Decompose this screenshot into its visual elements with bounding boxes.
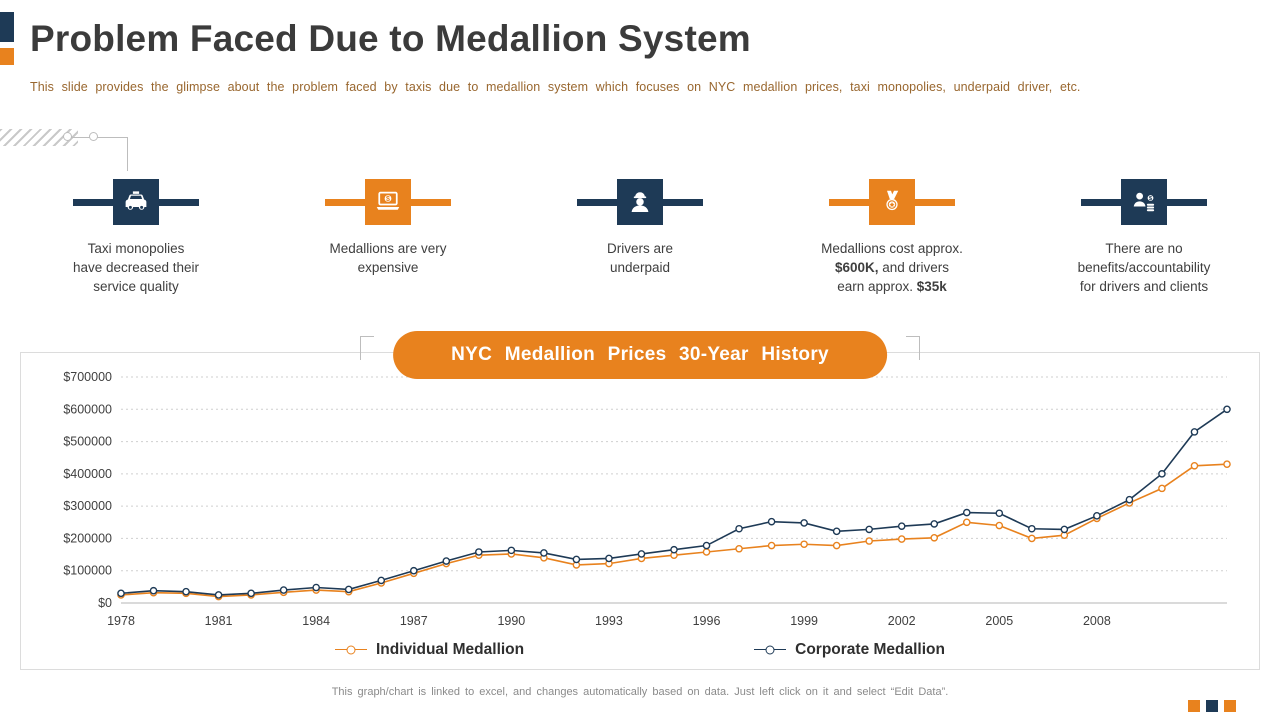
svg-text:$500000: $500000: [63, 435, 112, 449]
problem-item-underpaid: Drivers are underpaid: [514, 178, 766, 296]
svg-text:1999: 1999: [790, 614, 818, 628]
svg-text:2002: 2002: [888, 614, 916, 628]
page-title: Problem Faced Due to Medallion System: [30, 18, 751, 59]
svg-text:$100000: $100000: [63, 564, 112, 578]
benefits-icon: $: [1121, 179, 1167, 225]
corner-accent-orange: [0, 48, 14, 65]
svg-text:$: $: [1149, 196, 1153, 202]
problem-label: Taxi monopolies have decreased their ser…: [72, 241, 200, 295]
legend-label: Individual Medallion: [376, 641, 525, 658]
chart-title-banner: NYC Medallion Prices 30-Year History: [393, 331, 887, 379]
svg-text:1990: 1990: [497, 614, 525, 628]
problem-label: Medallions are very expensive: [329, 241, 447, 276]
legend-item-individual: Individual Medallion: [335, 641, 524, 659]
svg-text:$400000: $400000: [63, 467, 112, 481]
svg-text:$300000: $300000: [63, 499, 112, 513]
footer-accent-square: [1224, 700, 1236, 712]
hatch-decoration: [0, 129, 78, 146]
medal-icon: [869, 179, 915, 225]
svg-text:$0: $0: [98, 596, 112, 610]
problem-item-cost: Medallions cost approx. $600K, and drive…: [766, 178, 1018, 296]
problem-item-benefits: $ There are no benefits/accountability f…: [1018, 178, 1270, 296]
problem-row: Taxi monopolies have decreased their ser…: [10, 178, 1270, 296]
chart-footnote: This graph/chart is linked to excel, and…: [331, 686, 949, 698]
svg-text:$200000: $200000: [63, 531, 112, 545]
medallion-price-chart[interactable]: $0 $100000 $200000 $300000 $400000 $500000 $60…: [20, 352, 1260, 670]
chart-legend: Individual Medallion Corporate Medallion: [21, 641, 1259, 659]
taxi-icon: [113, 179, 159, 225]
footer-accent-square: [1206, 700, 1218, 712]
problem-item-expensive: $ Medallions are very expensive: [262, 178, 514, 296]
svg-text:2005: 2005: [985, 614, 1013, 628]
connector-line: [127, 137, 128, 171]
svg-text:$600000: $600000: [63, 402, 112, 416]
legend-item-corporate: Corporate Medallion: [754, 641, 945, 659]
connector-dot: [89, 132, 98, 141]
slide-subtitle: This slide provides the glimpse about th…: [30, 80, 1081, 94]
banner-bracket-left: [360, 336, 374, 360]
banner-bracket-right: [906, 336, 920, 360]
problem-label: Drivers are underpaid: [606, 241, 673, 276]
problem-item-monopolies: Taxi monopolies have decreased their ser…: [10, 178, 262, 296]
svg-text:1984: 1984: [302, 614, 330, 628]
svg-text:1996: 1996: [693, 614, 721, 628]
problem-label: There are no benefits/accountability for…: [1077, 241, 1211, 295]
corporate-series-marker-icon: [754, 646, 787, 655]
svg-text:1987: 1987: [400, 614, 428, 628]
svg-text:2008: 2008: [1083, 614, 1111, 628]
svg-text:1993: 1993: [595, 614, 623, 628]
svg-text:1981: 1981: [205, 614, 233, 628]
svg-text:$700000: $700000: [63, 370, 112, 384]
connector-line: [70, 137, 128, 138]
individual-series-marker-icon: [335, 646, 367, 655]
medallion-price-chart-svg[interactable]: $0 $100000 $200000 $300000 $400000 $500000 $60…: [33, 369, 1245, 637]
driver-icon: [617, 179, 663, 225]
laptop-money-icon: $: [365, 179, 411, 225]
svg-text:$: $: [386, 196, 390, 203]
connector-dot: [63, 132, 72, 141]
svg-text:1978: 1978: [107, 614, 135, 628]
problem-label: Medallions cost approx. $600K, and drive…: [821, 241, 963, 295]
legend-label: Corporate Medallion: [795, 641, 945, 658]
corner-accent-navy: [0, 12, 14, 42]
footer-accent-square: [1188, 700, 1200, 712]
